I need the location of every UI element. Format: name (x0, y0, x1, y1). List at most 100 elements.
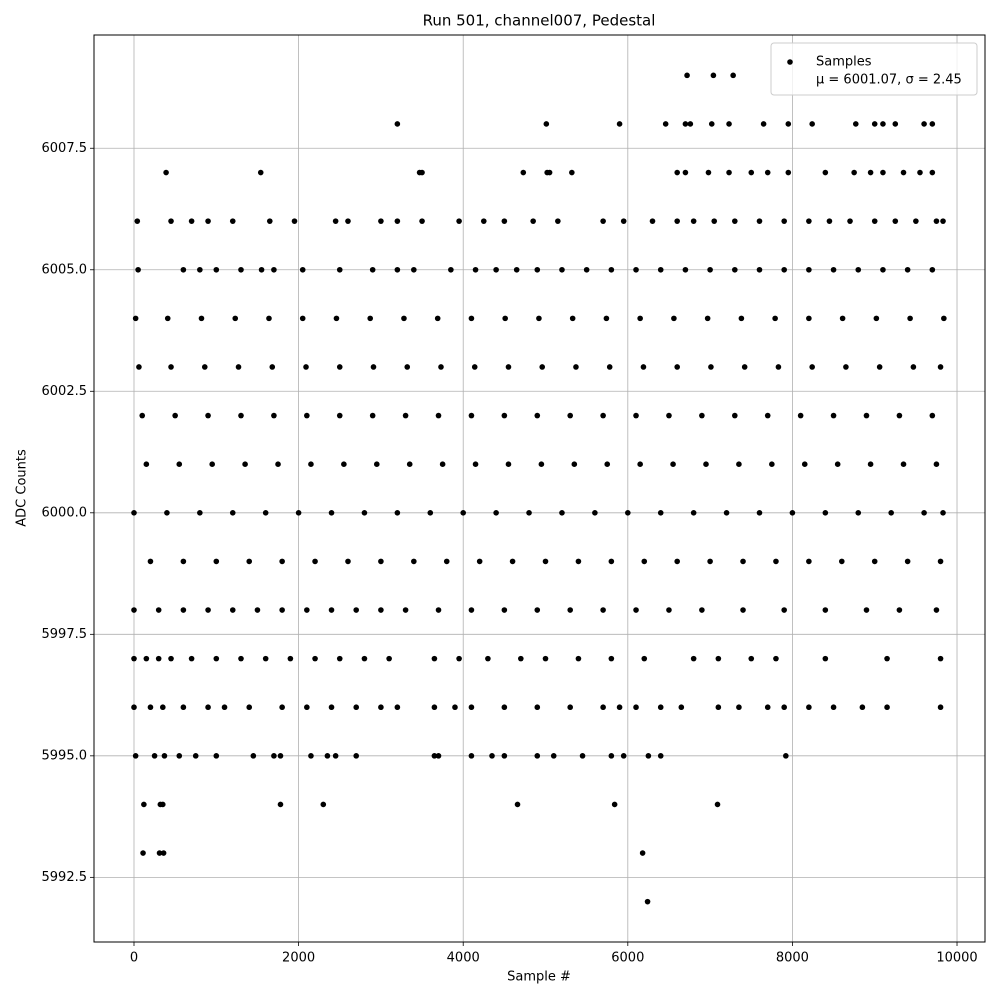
x-tick-label: 6000 (611, 951, 644, 966)
point (606, 364, 613, 370)
point (269, 364, 276, 370)
point (666, 412, 672, 419)
point (867, 169, 874, 176)
point (367, 315, 374, 322)
point (275, 461, 281, 467)
point (534, 607, 541, 613)
point (205, 607, 211, 613)
point (205, 412, 211, 419)
point (871, 558, 878, 565)
point (164, 315, 171, 322)
point (567, 412, 573, 419)
y-axis-label: ADC Counts (15, 449, 30, 527)
point (559, 510, 565, 516)
point (690, 510, 697, 516)
point (904, 558, 911, 565)
point (419, 169, 425, 176)
point (933, 461, 940, 467)
point (637, 315, 643, 322)
point (555, 218, 561, 224)
point (775, 364, 782, 370)
point (493, 266, 499, 273)
point (732, 266, 738, 273)
point (797, 412, 804, 419)
point (328, 607, 335, 613)
point (468, 607, 475, 613)
point (781, 218, 787, 224)
point (633, 704, 639, 711)
point (156, 850, 163, 856)
point (180, 558, 187, 565)
point (937, 704, 944, 711)
point (132, 315, 139, 322)
point (386, 655, 392, 662)
point (682, 169, 689, 176)
point (394, 121, 401, 127)
point (571, 461, 578, 467)
y-tick-label: 5992.5 (42, 870, 88, 885)
point (378, 607, 384, 613)
point (147, 704, 154, 711)
point (826, 218, 833, 224)
point (708, 121, 715, 127)
point (884, 655, 890, 662)
point (711, 218, 718, 224)
point (569, 315, 576, 322)
points (131, 72, 947, 905)
point (176, 461, 183, 467)
point (250, 753, 257, 759)
point (139, 412, 146, 419)
point (361, 510, 368, 516)
point (312, 558, 318, 565)
point (741, 364, 748, 370)
point (168, 655, 174, 662)
point (295, 510, 302, 516)
point (674, 558, 680, 565)
y-tick-label: 6005.0 (42, 262, 88, 277)
point (304, 704, 310, 711)
point (748, 655, 755, 662)
point (406, 461, 413, 467)
point (592, 510, 598, 516)
point (493, 510, 499, 516)
point (131, 655, 137, 662)
point (723, 510, 730, 516)
point (863, 412, 870, 419)
point (303, 364, 309, 370)
legend-note: μ = 6001.07, σ = 2.45 (816, 73, 962, 88)
point (645, 753, 652, 759)
point (674, 364, 680, 370)
point (501, 412, 508, 419)
point (682, 121, 689, 127)
point (229, 510, 236, 516)
point (830, 412, 837, 419)
point (929, 412, 936, 419)
point (546, 169, 553, 176)
point (699, 412, 705, 419)
point (246, 704, 253, 711)
legend-label: Samples (816, 55, 872, 70)
point (257, 169, 264, 176)
point (834, 461, 841, 467)
point (785, 121, 792, 127)
point (134, 218, 141, 224)
point (394, 218, 401, 224)
point (633, 412, 639, 419)
point (192, 753, 199, 759)
point (132, 753, 139, 759)
point (880, 266, 886, 273)
point (534, 412, 541, 419)
point (855, 266, 862, 273)
point (670, 461, 676, 467)
point (600, 218, 606, 224)
point (443, 558, 450, 565)
point (871, 121, 878, 127)
point (468, 315, 475, 322)
point (378, 704, 384, 711)
point (456, 218, 462, 224)
point (871, 218, 878, 224)
point (730, 72, 736, 79)
point (147, 558, 154, 565)
point (277, 753, 284, 759)
